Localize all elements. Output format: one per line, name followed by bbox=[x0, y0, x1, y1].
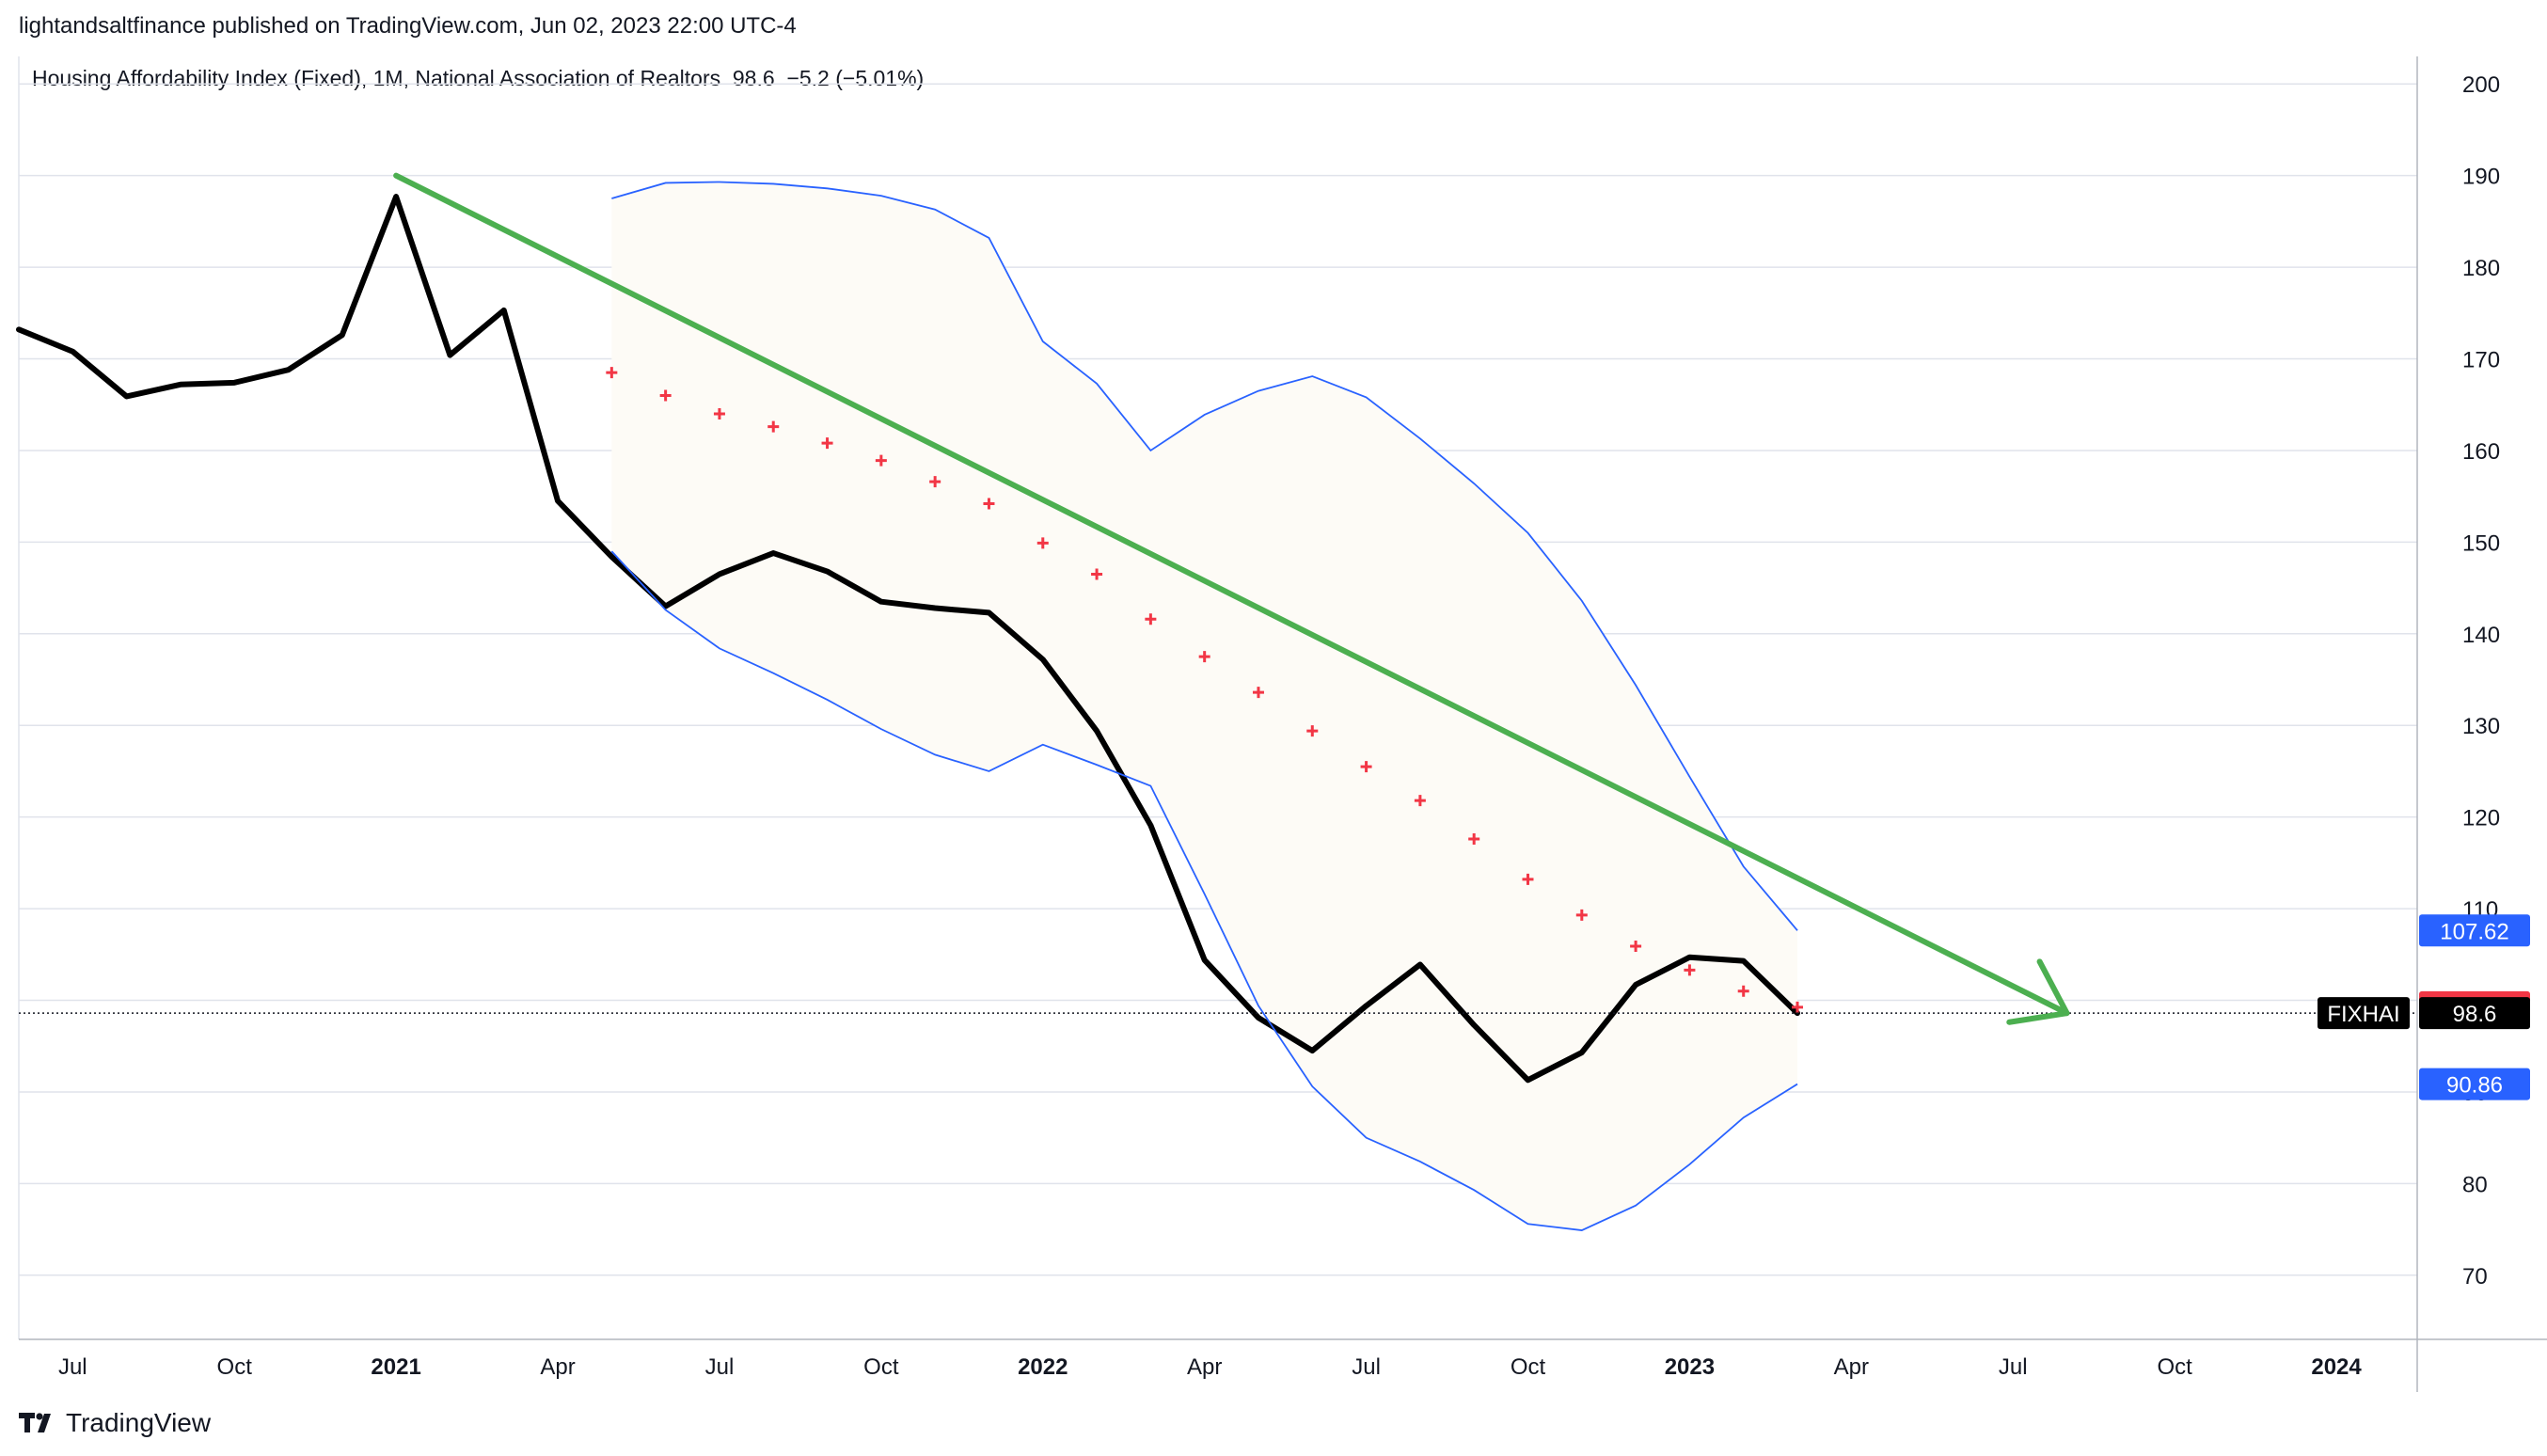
midline-point bbox=[1252, 687, 1264, 699]
x-tick-label: 2021 bbox=[371, 1354, 420, 1380]
x-tick-label: Apr bbox=[540, 1354, 575, 1380]
midline-point bbox=[659, 389, 672, 402]
midline-point bbox=[821, 437, 833, 450]
x-tick-label: Oct bbox=[1511, 1354, 1546, 1380]
upper-band-line bbox=[611, 181, 1798, 931]
y-tick-label: 160 bbox=[2462, 439, 2500, 465]
symbol-tag-label: FIXHAI bbox=[2327, 1002, 2399, 1027]
midline-point bbox=[713, 407, 725, 419]
lower-band-line bbox=[610, 550, 1798, 1231]
footer-brand: TradingView bbox=[66, 1408, 212, 1437]
midline-point bbox=[875, 454, 887, 467]
midline-point bbox=[983, 498, 995, 510]
band-fill bbox=[611, 182, 1798, 1231]
tradingview-footer[interactable]: TradingView bbox=[19, 1408, 211, 1438]
publisher-header: lightandsaltfinance published on Trading… bbox=[19, 13, 797, 39]
fixhai-line[interactable] bbox=[16, 194, 1801, 1084]
y-tick-label: 130 bbox=[2462, 714, 2500, 739]
price-tag bbox=[2419, 997, 2530, 1030]
midline-point bbox=[1630, 941, 1642, 953]
y-tick-label: 180 bbox=[2462, 256, 2500, 281]
x-tick-label: Oct bbox=[2157, 1354, 2192, 1380]
midline-point bbox=[1360, 761, 1372, 773]
symbol-tag bbox=[2318, 997, 2410, 1030]
midline-point bbox=[1575, 909, 1588, 921]
midline-point bbox=[1737, 985, 1749, 997]
midline-point bbox=[1792, 1001, 1804, 1013]
price-tag-label: 98.6 bbox=[2453, 1002, 2497, 1027]
x-tick-label: 2024 bbox=[2311, 1354, 2362, 1380]
legend-title: Housing Affordability Index (Fixed), 1M,… bbox=[32, 66, 721, 90]
y-tick-label: 150 bbox=[2462, 530, 2500, 556]
y-tick-label: 120 bbox=[2462, 806, 2500, 831]
price-tag bbox=[2419, 1068, 2530, 1100]
trend-arrow-head bbox=[2006, 958, 2070, 1025]
midline-point bbox=[1522, 873, 1534, 885]
midline-point bbox=[1684, 964, 1696, 976]
midline-point bbox=[1145, 613, 1157, 625]
y-tick-label: 200 bbox=[2462, 72, 2500, 98]
trend-arrow-line[interactable] bbox=[393, 172, 2070, 1017]
x-tick-label: Apr bbox=[1834, 1354, 1869, 1380]
midline-point bbox=[606, 367, 618, 379]
midline-point bbox=[1198, 651, 1210, 663]
x-tick-label: 2022 bbox=[1018, 1354, 1068, 1380]
x-tick-label: Oct bbox=[863, 1354, 899, 1380]
legend-value: 98.6 bbox=[732, 66, 775, 90]
y-tick-label: 140 bbox=[2462, 623, 2500, 648]
x-tick-label: Oct bbox=[217, 1354, 253, 1380]
midline-point bbox=[767, 420, 780, 433]
y-tick-label: 170 bbox=[2462, 348, 2500, 373]
x-tick-label: Apr bbox=[1187, 1354, 1222, 1380]
y-tick-label: 70 bbox=[2462, 1264, 2488, 1290]
midline-point bbox=[929, 476, 941, 488]
tradingview-logo-icon bbox=[19, 1413, 51, 1432]
x-tick-label: Jul bbox=[58, 1354, 87, 1380]
midline-point bbox=[1306, 725, 1319, 737]
legend-change: −5.2 (−5.01%) bbox=[786, 66, 925, 90]
midline-point bbox=[1036, 537, 1049, 549]
x-tick-label: Jul bbox=[1999, 1354, 2028, 1380]
price-tag bbox=[2419, 914, 2530, 947]
x-tick-label: 2023 bbox=[1665, 1354, 1715, 1380]
midline-point bbox=[1468, 833, 1480, 846]
midline-point bbox=[1091, 568, 1103, 580]
chart-legend: Housing Affordability Index (Fixed), 1M,… bbox=[32, 66, 924, 91]
price-tag-label: 107.62 bbox=[2440, 919, 2508, 944]
midline-point bbox=[1414, 795, 1426, 807]
x-tick-label: Jul bbox=[1352, 1354, 1381, 1380]
x-tick-label: Jul bbox=[705, 1354, 735, 1380]
y-tick-label: 80 bbox=[2462, 1172, 2488, 1197]
y-tick-label: 190 bbox=[2462, 165, 2500, 190]
price-tag-label: 90.86 bbox=[2446, 1073, 2503, 1099]
